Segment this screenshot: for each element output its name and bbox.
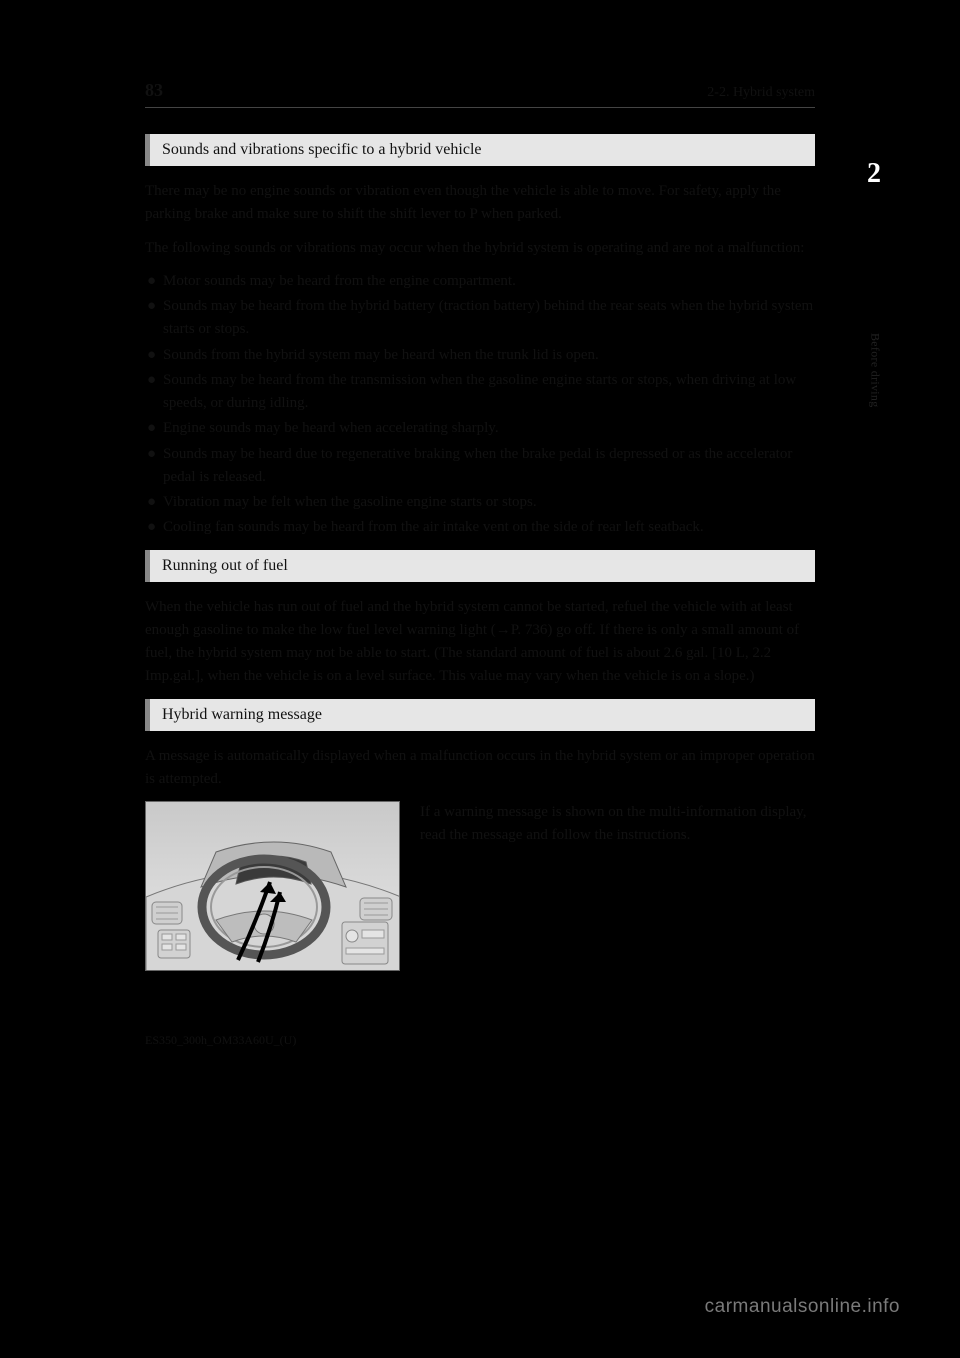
- list-item: ●Sounds from the hybrid system may be he…: [145, 344, 815, 367]
- bullet-icon: ●: [145, 270, 163, 293]
- section-tab: 2: [850, 126, 898, 222]
- section-heading-fuel: Running out of fuel: [145, 550, 815, 582]
- bullet-icon: ●: [145, 417, 163, 440]
- figure-row: If a warning message is shown on the mul…: [145, 801, 815, 971]
- bullet-icon: ●: [145, 516, 163, 539]
- bullet-icon: ●: [145, 344, 163, 367]
- section-heading-sounds: Sounds and vibrations specific to a hybr…: [145, 134, 815, 166]
- watermark-text: carmanualsonline.info: [705, 1296, 900, 1318]
- bullet-text: Sounds may be heard due to regenerative …: [163, 443, 815, 490]
- bullet-text: Sounds may be heard from the transmissio…: [163, 369, 815, 416]
- section-side-label: Before driving: [850, 250, 900, 490]
- dashboard-illustration: [145, 801, 400, 971]
- footer-doc-code: ES350_300h_OM33A60U_(U): [145, 1031, 815, 1050]
- list-item: ●Sounds may be heard from the transmissi…: [145, 369, 815, 416]
- bullet-list: ●Motor sounds may be heard from the engi…: [145, 270, 815, 540]
- bullet-text: Vibration may be felt when the gasoline …: [163, 491, 815, 514]
- chapter-reference: 2-2. Hybrid system: [707, 85, 815, 101]
- figure-caption: If a warning message is shown on the mul…: [420, 801, 815, 848]
- bullet-icon: ●: [145, 491, 163, 514]
- bullet-text: Sounds from the hybrid system may be hea…: [163, 344, 815, 367]
- list-item: ●Sounds may be heard from the hybrid bat…: [145, 295, 815, 342]
- bullet-text: Sounds may be heard from the hybrid batt…: [163, 295, 815, 342]
- header-divider: [145, 107, 815, 108]
- list-item: ●Engine sounds may be heard when acceler…: [145, 417, 815, 440]
- section-heading-hybrid-warning: Hybrid warning message: [145, 699, 815, 731]
- body-paragraph: When the vehicle has run out of fuel and…: [145, 596, 815, 689]
- list-item: ●Motor sounds may be heard from the engi…: [145, 270, 815, 293]
- bullet-text: Engine sounds may be heard when accelera…: [163, 417, 815, 440]
- page-number: 83: [145, 80, 163, 101]
- dashboard-svg: [146, 802, 400, 971]
- manual-page: 83 2-2. Hybrid system Sounds and vibrati…: [145, 80, 815, 1060]
- bullet-icon: ●: [145, 443, 163, 466]
- bullet-icon: ●: [145, 369, 163, 392]
- page-header: 83 2-2. Hybrid system: [145, 80, 815, 101]
- bullet-text: Cooling fan sounds may be heard from the…: [163, 516, 815, 539]
- list-item: ●Sounds may be heard due to regenerative…: [145, 443, 815, 490]
- section-tab-number: 2: [867, 158, 881, 190]
- body-paragraph: There may be no engine sounds or vibrati…: [145, 180, 815, 227]
- bullet-text: Motor sounds may be heard from the engin…: [163, 270, 815, 293]
- body-paragraph: A message is automatically displayed whe…: [145, 745, 815, 792]
- bullet-icon: ●: [145, 295, 163, 318]
- list-item: ●Vibration may be felt when the gasoline…: [145, 491, 815, 514]
- body-paragraph: The following sounds or vibrations may o…: [145, 237, 815, 260]
- list-item: ●Cooling fan sounds may be heard from th…: [145, 516, 815, 539]
